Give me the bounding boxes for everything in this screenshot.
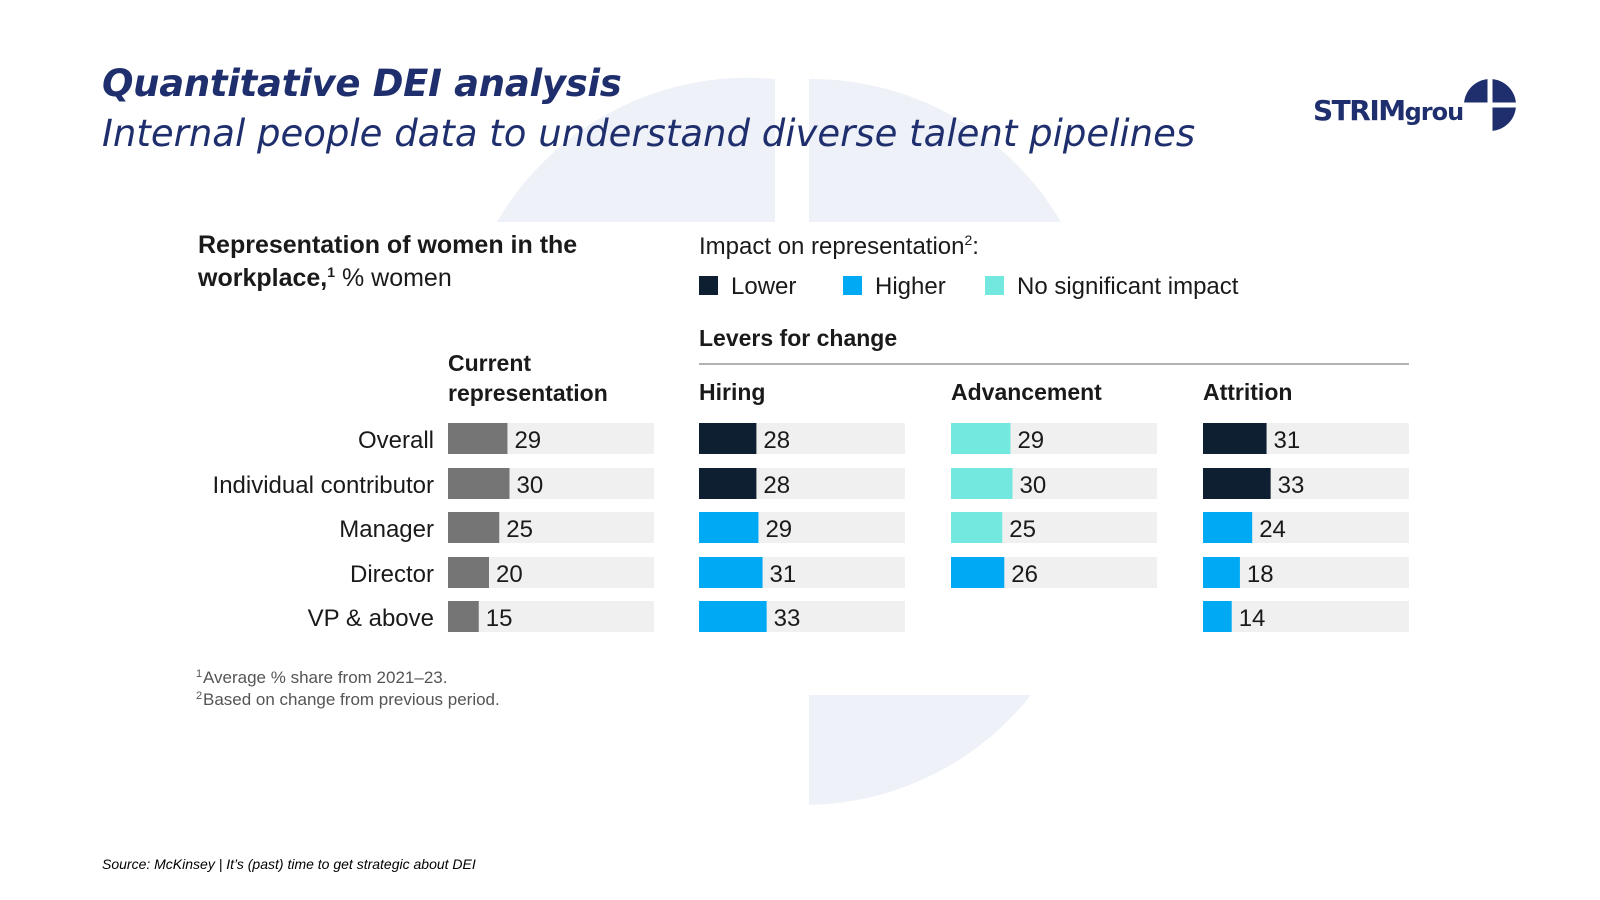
bar-value-1-2: 29 [765, 516, 792, 543]
bar-value-3-2: 24 [1259, 516, 1286, 543]
bar-value-0-2: 25 [506, 516, 533, 543]
bar-value-3-4: 14 [1239, 605, 1266, 632]
bar-0-1 [448, 468, 510, 499]
bar-2-0 [951, 423, 1011, 454]
legend-swatch-0 [699, 276, 718, 295]
bar-1-4 [699, 601, 767, 632]
bar-0-2 [448, 512, 500, 543]
brand-name-main: STRIM [1313, 94, 1406, 127]
footnote-mark-0: 1 [196, 668, 202, 680]
footnote-0: Average % share from 2021–23. [203, 668, 447, 687]
column-header-current-2: representation [448, 380, 608, 406]
bar-1-1 [699, 468, 757, 499]
brand-wordmark: STRIMgroup [1313, 94, 1480, 127]
bar-2-1 [951, 468, 1013, 499]
bar-value-2-0: 29 [1017, 427, 1044, 454]
page-title: Quantitative DEI analysis [102, 62, 622, 105]
footnote-1: Based on change from previous period. [203, 690, 500, 709]
bar-3-2 [1203, 512, 1253, 543]
bar-value-0-4: 15 [486, 605, 513, 632]
bar-1-0 [699, 423, 757, 454]
category-label-2: Manager [339, 516, 434, 543]
column-header-advancement: Advancement [951, 379, 1102, 405]
bar-0-3 [448, 557, 489, 588]
bar-3-1 [1203, 468, 1271, 499]
source-note: Source: McKinsey | It’s (past) time to g… [102, 856, 476, 872]
bar-value-3-3: 18 [1247, 561, 1274, 588]
bar-value-1-3: 31 [770, 561, 797, 588]
category-label-0: Overall [358, 427, 434, 454]
legend-swatch-1 [843, 276, 862, 295]
column-header-attrition: Attrition [1203, 379, 1292, 405]
bar-value-3-0: 31 [1274, 427, 1301, 454]
bar-3-0 [1203, 423, 1267, 454]
brand-mark-icon [1463, 78, 1517, 132]
legend-label-0: Lower [731, 273, 796, 300]
bar-track-0-4 [448, 601, 654, 632]
footnote-mark-1: 2 [196, 690, 202, 702]
bar-value-0-0: 29 [514, 427, 541, 454]
bar-3-4 [1203, 601, 1232, 632]
chart-title-line1: Representation of women in the [198, 231, 577, 259]
bar-value-2-1: 30 [1020, 472, 1047, 499]
page-subtitle: Internal people data to understand diver… [102, 112, 1196, 155]
category-label-1: Individual contributor [213, 472, 434, 499]
column-header-current-1: Current [448, 350, 531, 376]
bar-value-1-1: 28 [763, 472, 790, 499]
legend-title: Impact on representation2: [699, 232, 979, 260]
brand-logo: STRIMgroup [1313, 78, 1517, 134]
bar-value-1-4: 33 [774, 605, 801, 632]
bar-2-2 [951, 512, 1003, 543]
bar-value-0-1: 30 [517, 472, 544, 499]
bar-0-4 [448, 601, 479, 632]
bar-value-2-3: 26 [1011, 561, 1038, 588]
levers-header: Levers for change [699, 325, 897, 351]
bar-value-3-1: 33 [1278, 472, 1305, 499]
bar-track-3-4 [1203, 601, 1409, 632]
legend-label-2: No significant impact [1017, 273, 1239, 300]
column-header-hiring: Hiring [699, 379, 765, 405]
bar-value-1-0: 28 [763, 427, 790, 454]
legend-swatch-2 [985, 276, 1004, 295]
bar-2-3 [951, 557, 1005, 588]
category-label-4: VP & above [308, 605, 434, 632]
bar-1-2 [699, 512, 759, 543]
bar-0-0 [448, 423, 508, 454]
bar-value-2-2: 25 [1009, 516, 1036, 543]
bar-1-3 [699, 557, 763, 588]
chart-title-line2: workplace,1 % women [197, 264, 452, 292]
legend-label-1: Higher [875, 273, 946, 300]
bar-3-3 [1203, 557, 1240, 588]
bar-value-0-3: 20 [496, 561, 523, 588]
category-label-3: Director [350, 561, 434, 588]
